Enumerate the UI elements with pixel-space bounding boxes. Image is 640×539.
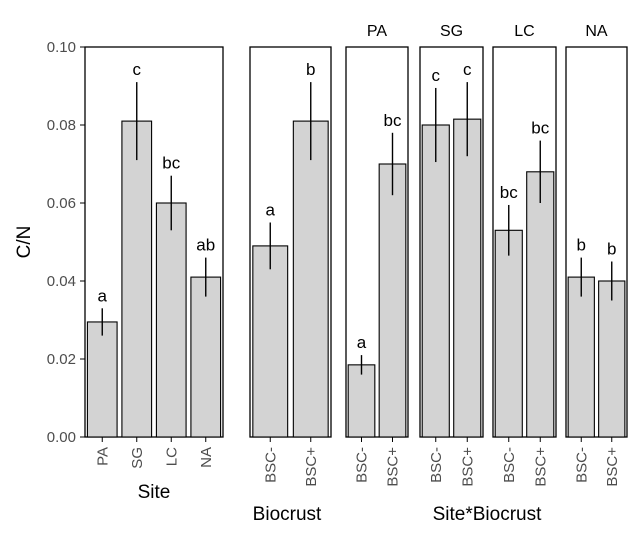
site-biocrust-lc-x-label-BSC-: BSC-: [501, 447, 518, 483]
site-x-label-LC: LC: [163, 447, 180, 466]
site-biocrust-pa-sig-letter-BSC+: bc: [384, 111, 402, 130]
y-tick-label: 0.04: [47, 273, 76, 290]
site-biocrust-sg-bar-BSC+: [453, 118, 482, 438]
site-biocrust-lc-bar-BSC-: [494, 229, 523, 438]
site-biocrust-sg-strip-label: SG: [440, 23, 463, 40]
site-biocrust-sg-bar-BSC-: [421, 124, 450, 438]
site-biocrust-na-bar-BSC-: [567, 276, 595, 438]
biocrust-sig-letter-BSC-: a: [266, 201, 276, 220]
site-biocrust-lc-x-label-BSC+: BSC+: [532, 447, 549, 487]
site-biocrust-pa-sig-letter-BSC-: a: [357, 333, 367, 352]
site-x-label-NA: NA: [198, 447, 215, 468]
site-biocrust-pa-bar-BSC+: [378, 163, 407, 438]
site-biocrust-sg-x-label-BSC-: BSC-: [428, 447, 445, 483]
site-bar-SG: [121, 120, 153, 438]
site-biocrust-sg-sig-letter-BSC-: c: [432, 66, 441, 85]
site-biocrust-lc-sig-letter-BSC+: bc: [531, 119, 549, 138]
site-biocrust-sg-frame: [419, 46, 484, 438]
biocrust-sig-letter-BSC+: b: [306, 60, 315, 79]
biocrust-frame: [249, 46, 332, 438]
site-biocrust-pa-x-label-BSC-: BSC-: [354, 447, 371, 483]
site-frame: [84, 46, 224, 438]
site-biocrust-sg-x-label-BSC+: BSC+: [459, 447, 476, 487]
site-sig-letter-PA: a: [98, 286, 108, 305]
site-biocrust-na-x-label-BSC-: BSC-: [573, 447, 590, 483]
site-biocrust-pa-x-label-BSC+: BSC+: [385, 447, 402, 487]
site-x-label-PA: PA: [94, 447, 111, 466]
site-biocrust-lc-frame: [492, 46, 557, 438]
biocrust-x-label-BSC+: BSC+: [303, 447, 320, 487]
site-biocrust-pa-frame: [345, 46, 409, 438]
site-biocrust-na-bar-BSC+: [598, 280, 626, 438]
site-bar-NA: [190, 276, 222, 438]
site-x-label-SG: SG: [129, 447, 146, 469]
site-biocrust-lc-strip-label: LC: [514, 23, 534, 40]
site-bar-PA: [86, 321, 118, 438]
site-sig-letter-SG: c: [133, 60, 142, 79]
site-biocrust-na-sig-letter-BSC+: b: [607, 240, 616, 259]
site-biocrust-pa-bar-BSC-: [347, 364, 376, 438]
site-biocrust-lc-bar-BSC+: [526, 171, 555, 438]
x-axis-title-site-biocrust: Site*Biocrust: [433, 504, 542, 525]
site-biocrust-na-strip-label: NA: [585, 23, 608, 40]
y-axis-title: C/N: [14, 226, 35, 259]
y-tick-label: 0.10: [47, 39, 76, 56]
site-biocrust-na-sig-letter-BSC-: b: [577, 236, 586, 255]
site-biocrust-na-x-label-BSC+: BSC+: [604, 447, 621, 487]
x-axis-title-biocrust: Biocrust: [253, 504, 322, 525]
x-axis-title-site: Site: [138, 482, 171, 503]
y-tick-label: 0.00: [47, 429, 76, 446]
site-sig-letter-LC: bc: [162, 154, 180, 173]
y-tick-label: 0.08: [47, 117, 76, 134]
biocrust-bar-BSC-: [252, 245, 289, 438]
biocrust-x-label-BSC-: BSC-: [262, 447, 279, 483]
site-biocrust-sg-sig-letter-BSC+: c: [463, 60, 472, 79]
biocrust-bar-BSC+: [292, 120, 329, 438]
y-tick-label: 0.02: [47, 351, 76, 368]
site-biocrust-lc-sig-letter-BSC-: bc: [500, 183, 518, 202]
site-sig-letter-NA: ab: [196, 236, 215, 255]
y-tick-label: 0.06: [47, 195, 76, 212]
site-biocrust-pa-strip-label: PA: [367, 23, 387, 40]
site-biocrust-na-frame: [565, 46, 628, 438]
site-bar-LC: [155, 202, 187, 438]
